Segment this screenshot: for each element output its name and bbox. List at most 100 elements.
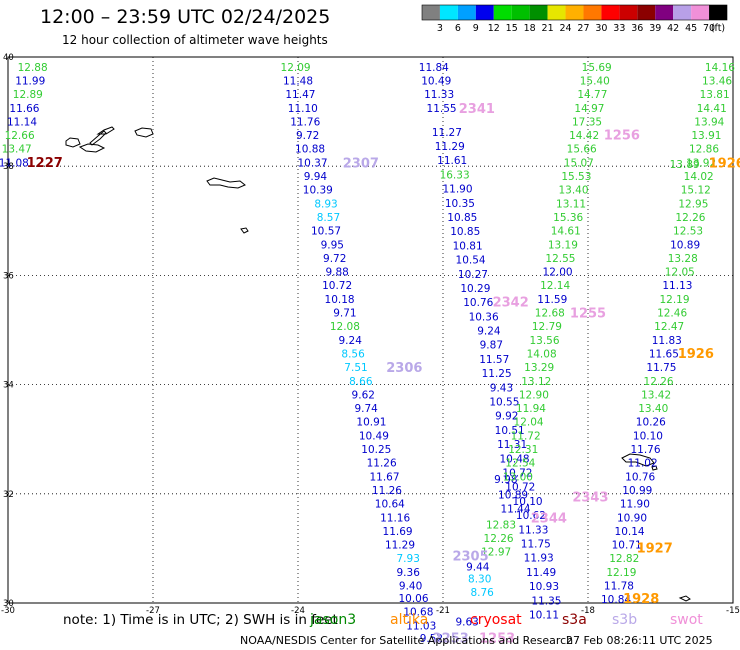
wave-height-label: 9.88 — [325, 267, 348, 279]
wave-height-label: 11.48 — [283, 75, 313, 87]
units-note: note: 1) Time is in UTC; 2) SWH is in fe… — [63, 612, 338, 628]
wave-height-label: 11.25 — [482, 368, 512, 380]
x-tick-label: -24 — [291, 606, 305, 616]
wave-height-label: 12.79 — [532, 321, 562, 333]
satellite-legend-cryosat: cryosat — [470, 612, 522, 628]
wave-height-label: 13.46 — [702, 75, 732, 87]
wave-height-label: 9.72 — [323, 253, 346, 265]
wave-height-label: 17.35 — [572, 116, 602, 128]
y-tick-label: 34 — [3, 381, 14, 391]
wave-height-label: 10.39 — [303, 185, 333, 197]
wave-height-label: 11.65 — [649, 348, 679, 360]
wave-height-label: 11.93 — [524, 553, 554, 565]
wave-height-label: 11.13 — [662, 280, 692, 292]
colorbar-tick-label: 27 — [577, 23, 589, 34]
wave-height-label: 11.57 — [479, 354, 509, 366]
colorbar-swatch — [475, 5, 494, 20]
island-porto-santo — [651, 465, 658, 471]
chart-subtitle: 12 hour collection of altimeter wave hei… — [62, 33, 328, 47]
wave-height-label: 10.35 — [445, 198, 475, 210]
wave-height-label: 12.26 — [644, 376, 674, 388]
wave-height-label: 12.55 — [545, 253, 575, 265]
wave-height-label: 10.93 — [529, 581, 559, 593]
wave-height-label: 12.86 — [689, 144, 719, 156]
wave-height-label: 14.16 — [705, 62, 735, 74]
pass-time-label: 1255 — [570, 307, 606, 322]
wave-height-label: 10.64 — [375, 499, 405, 511]
wave-height-label: 13.47 — [2, 144, 32, 156]
wave-height-label: 10.71 — [612, 540, 642, 552]
wave-height-label: 10.49 — [421, 75, 451, 87]
wave-height-label: 11.75 — [521, 538, 551, 550]
wave-height-label: 11.55 — [427, 103, 457, 115]
colorbar-tick-label: 3 — [437, 23, 443, 34]
wave-height-label: 14.08 — [527, 348, 557, 360]
wave-height-label: 12.88 — [18, 62, 48, 74]
satellite-legend-swot: swot — [670, 612, 703, 628]
pass-time-label: 2343 — [572, 491, 608, 506]
wave-height-label: 11.16 — [380, 512, 410, 524]
y-tick-label: 40 — [3, 53, 14, 63]
pass-time-label: 1928 — [623, 592, 659, 607]
wave-height-label: 13.89 — [670, 159, 700, 171]
pass-time-label: 2342 — [493, 296, 529, 311]
wave-height-label: 8.76 — [470, 587, 494, 599]
wave-height-label: 9.36 — [397, 567, 421, 579]
wave-height-label: 16.33 — [440, 169, 470, 181]
colorbar-tick-label: 15 — [506, 23, 518, 34]
wave-height-label: 11.76 — [630, 444, 660, 456]
wave-height-label: 8.93 — [314, 198, 337, 210]
pass-time-label: 1926 — [709, 156, 740, 171]
colorbar-swatch — [673, 5, 692, 20]
x-tick-label: -15 — [726, 606, 740, 616]
island-pico — [78, 143, 106, 153]
footer-timestamp: 27 Feb 08:26:11 UTC 2025 — [566, 634, 713, 647]
wave-height-label: 10.84 — [601, 594, 631, 606]
wave-height-label: 11.33 — [424, 89, 454, 101]
wave-height-label: 12.19 — [606, 567, 636, 579]
wave-height-label: 14.41 — [697, 103, 727, 115]
wave-height-label: 10.11 — [529, 609, 559, 621]
wave-height-label: 15.07 — [564, 157, 594, 169]
wave-height-label: 11.90 — [620, 499, 650, 511]
wave-height-label: 11.83 — [652, 335, 682, 347]
pass-time-label: 1227 — [27, 156, 63, 171]
wave-height-label: 11.31 — [497, 439, 527, 451]
wave-height-label: 12.95 — [678, 198, 708, 210]
wave-height-label: 11.75 — [646, 362, 676, 374]
wave-height-label: 10.36 — [469, 311, 499, 323]
colorbar-swatch — [511, 5, 530, 20]
pass-time-label: 2344 — [531, 511, 567, 526]
colorbar-swatch — [655, 5, 674, 20]
wave-height-label: 10.10 — [633, 430, 663, 442]
wave-height-label: 8.57 — [317, 212, 340, 224]
wave-height-label: 12.26 — [484, 533, 514, 545]
wave-height-label: 10.72 — [502, 468, 532, 480]
wave-height-label: 11.90 — [442, 184, 472, 196]
wave-height-label: 9.52 — [420, 633, 443, 645]
wave-height-label: 9.74 — [354, 403, 378, 415]
pass-time-label: 2305 — [452, 550, 488, 565]
wave-height-label: 13.11 — [556, 198, 586, 210]
colorbar-tick-label: 33 — [613, 23, 625, 34]
colorbar-swatch — [601, 5, 620, 20]
colorbar-swatch — [439, 5, 458, 20]
wave-height-label: 10.76 — [463, 297, 493, 309]
wave-height-label: 12.68 — [535, 308, 565, 320]
wave-height-label: 11.33 — [518, 524, 548, 536]
wave-height-label: 11.29 — [385, 540, 415, 552]
wave-height-label: 12.31 — [508, 444, 538, 456]
wave-height-label: 11.49 — [526, 567, 556, 579]
wave-height-label: 13.94 — [694, 116, 724, 128]
wave-height-label: 11.59 — [537, 294, 567, 306]
wave-height-label: 13.19 — [548, 239, 578, 251]
wave-height-label: 8.66 — [349, 376, 373, 388]
wave-height-label: 10.25 — [361, 444, 391, 456]
island-madeira — [621, 453, 655, 467]
wave-height-label: 10.88 — [295, 144, 325, 156]
wave-height-label: 12.90 — [519, 389, 549, 401]
x-tick-label: -21 — [436, 606, 450, 616]
island-santa-maria — [240, 227, 249, 234]
colorbar-tick-label: 42 — [667, 23, 679, 34]
